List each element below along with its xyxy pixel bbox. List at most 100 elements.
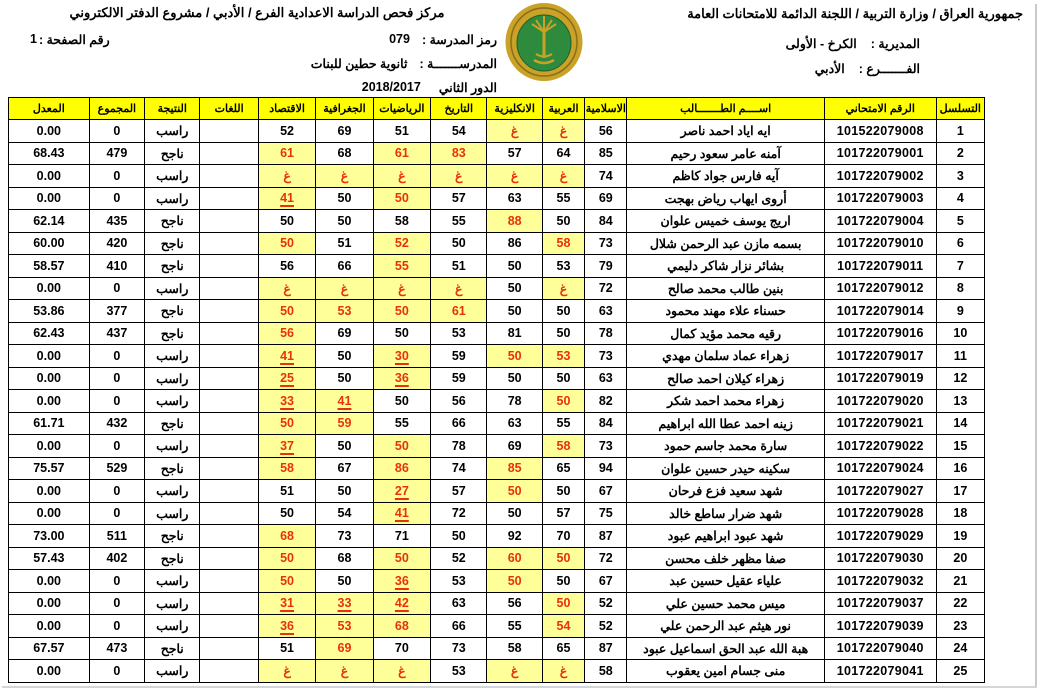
total-cell: 377 [88, 299, 146, 323]
seq-cell: 3 [935, 164, 986, 188]
score-cell-geography: 59 [315, 411, 374, 435]
score-cell-english: 50 [486, 366, 543, 390]
result-cell: راسب [144, 659, 201, 683]
score-cell-math: 61 [372, 141, 432, 165]
exam-number-cell: 101722079029 [823, 524, 937, 548]
score-cell-languages [199, 186, 259, 210]
score-cell-history: 59 [430, 344, 488, 368]
student-row: 5 101722079004 اريج يوسف خميس علوان 84 50 88 5… [8, 209, 986, 233]
score-cell-arabic: 50 [541, 366, 586, 390]
result-cell: ناجح [144, 209, 201, 233]
student-row: 22 101722079037 ميس محمد حسين علي 52 50 56 63 4… [8, 591, 986, 615]
score-cell-economics: 68 [257, 524, 317, 548]
score-cell-arabic: 57 [541, 501, 586, 525]
score-cell-languages [199, 231, 259, 255]
average-cell: 0.00 [8, 344, 90, 368]
student-row: 10 101722079016 رقيه محمد مؤيد كمال 78 50 81 5… [8, 321, 986, 345]
score-cell-history: 53 [430, 321, 488, 345]
score-cell-arabic: 50 [541, 299, 586, 323]
score-cell-economics: 51 [257, 636, 317, 660]
seq-cell: 11 [935, 344, 986, 368]
student-row: 6 101722079010 بسمه مازن عبد الرحمن شلال 73… [8, 231, 986, 255]
score-cell-economics: 31 [257, 591, 317, 615]
score-cell-history: 54 [430, 119, 488, 143]
score-cell-math: 55 [372, 411, 432, 435]
school-name-pair: المدرســـــــة : ثانوية حطين للبنات [311, 56, 497, 71]
score-cell-economics: 56 [257, 321, 317, 345]
score-cell-english: 50 [486, 276, 543, 300]
score-cell-math: 41 [372, 501, 432, 525]
score-cell-geography: 69 [315, 119, 374, 143]
score-cell-geography: 50 [315, 479, 374, 503]
score-cell-languages [199, 569, 259, 593]
results-table-header: التسلسل الرقم الامتحاني اســــم الطـــــــ… [8, 97, 986, 120]
result-cell: راسب [144, 614, 201, 638]
result-cell: ناجح [144, 231, 201, 255]
average-cell: 0.00 [8, 434, 90, 458]
student-name-cell: منى جسام امين يعقوب [626, 659, 825, 683]
score-cell-economics: غ [257, 276, 317, 300]
score-cell-english: 92 [486, 524, 543, 548]
exam-round-row: الدور الثاني 2018/2017 [30, 80, 497, 95]
score-cell-arabic: 50 [541, 209, 586, 233]
student-row: 12 101722079019 زهراء كيلان احمد صالح 63 50 5… [8, 366, 986, 390]
score-cell-history: 57 [430, 186, 488, 210]
score-cell-history: غ [430, 164, 488, 188]
score-cell-arabic: 50 [541, 546, 586, 570]
average-cell: 61.71 [8, 411, 90, 435]
total-cell: 0 [88, 591, 146, 615]
score-cell-islamic: 82 [584, 389, 628, 413]
school-code-row: رمز المدرسة : 079 رقم الصفحة : 1 [30, 32, 497, 47]
exam-number-cell: 101722079003 [823, 186, 937, 210]
score-cell-islamic: 52 [584, 591, 628, 615]
page-number-pair: رقم الصفحة : 1 [30, 32, 110, 47]
score-cell-history: 63 [430, 591, 488, 615]
student-name-cell: رقيه محمد مؤيد كمال [626, 321, 825, 345]
total-cell: 0 [88, 614, 146, 638]
average-cell: 0.00 [8, 276, 90, 300]
score-cell-geography: 73 [315, 524, 374, 548]
result-cell: راسب [144, 366, 201, 390]
score-cell-geography: 66 [315, 254, 374, 278]
score-cell-math: 50 [372, 186, 432, 210]
exam-number-cell: 101722079016 [823, 321, 937, 345]
student-name-cell: بشائر نزار شاكر دليمي [626, 254, 825, 278]
average-cell: 68.43 [8, 141, 90, 165]
average-cell: 0.00 [8, 569, 90, 593]
result-cell: راسب [144, 591, 201, 615]
page-edge-right [1035, 4, 1037, 687]
total-cell: 0 [88, 501, 146, 525]
score-cell-english: غ [486, 659, 543, 683]
seq-cell: 15 [935, 434, 986, 458]
score-cell-math: 71 [372, 524, 432, 548]
score-cell-history: غ [430, 276, 488, 300]
score-cell-english: 63 [486, 411, 543, 435]
branch-label: الفـــــــرع : [858, 62, 920, 76]
student-name-cell: سكينه حيدر حسين علوان [626, 456, 825, 480]
score-cell-islamic: 74 [584, 164, 628, 188]
student-name-cell: بسمه مازن عبد الرحمن شلال [626, 231, 825, 255]
student-name-cell: سارة محمد جاسم حمود [626, 434, 825, 458]
result-cell: راسب [144, 344, 201, 368]
column-header-avg: المعدل [8, 97, 90, 120]
seq-cell: 13 [935, 389, 986, 413]
seq-cell: 17 [935, 479, 986, 503]
score-cell-languages [199, 299, 259, 323]
seq-cell: 18 [935, 501, 986, 525]
student-row: 17 101722079027 شهد سعيد فزع فرحان 67 50 50 57… [8, 479, 986, 503]
result-cell: ناجح [144, 411, 201, 435]
directorate-value: الكرخ - الأولى [785, 37, 857, 51]
score-cell-islamic: 67 [584, 479, 628, 503]
average-cell: 0.00 [8, 119, 90, 143]
student-row: 13 101722079020 زهراء محمد احمد شكر 82 50 78 5… [8, 389, 986, 413]
score-cell-economics: 50 [257, 546, 317, 570]
total-cell: 0 [88, 479, 146, 503]
score-cell-arabic: 53 [541, 344, 586, 368]
score-cell-languages [199, 411, 259, 435]
exam-number-cell: 101722079041 [823, 659, 937, 683]
exam-number-cell: 101722079020 [823, 389, 937, 413]
average-cell: 0.00 [8, 186, 90, 210]
score-cell-languages [199, 479, 259, 503]
score-cell-islamic: 67 [584, 569, 628, 593]
